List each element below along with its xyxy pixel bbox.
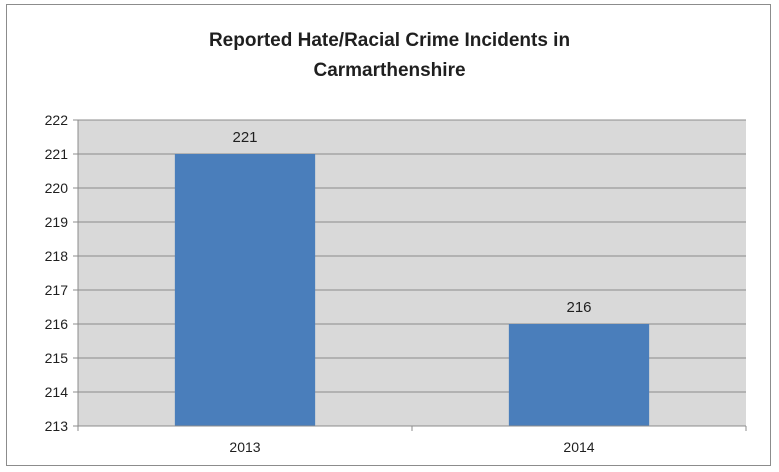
y-tick-label: 221 [45,146,69,162]
y-tick-label: 214 [45,384,69,400]
y-tick-labels: 213 214 215 216 217 218 219 220 221 222 [45,112,69,434]
y-tick-label: 222 [45,112,69,128]
y-tick-label: 220 [45,180,69,196]
x-tick-label-2013: 2013 [229,439,260,455]
y-tick-label: 218 [45,248,69,264]
y-tick-label: 216 [45,316,69,332]
y-tick-label: 213 [45,418,69,434]
y-tick-label: 215 [45,350,69,366]
data-label-2013: 221 [232,129,257,146]
y-tick-label: 219 [45,214,69,230]
data-label-2014: 216 [566,299,591,316]
bar-2013 [175,154,315,426]
x-tick-labels: 2013 2014 [229,439,594,455]
x-tick-label-2014: 2014 [563,439,594,455]
y-tick-label: 217 [45,282,69,298]
bar-2014 [509,324,649,426]
